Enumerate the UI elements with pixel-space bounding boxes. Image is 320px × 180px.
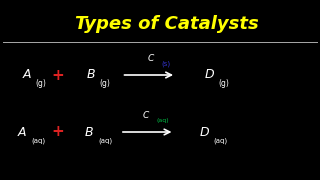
Text: B: B (86, 69, 95, 82)
Text: +: + (51, 125, 64, 140)
Text: D: D (200, 125, 210, 138)
Text: (aq): (aq) (98, 138, 112, 144)
Text: +: + (51, 68, 64, 82)
Text: (aq): (aq) (31, 138, 45, 144)
Text: (g): (g) (36, 79, 47, 88)
Text: Types of Catalysts: Types of Catalysts (75, 15, 258, 33)
Text: (s): (s) (162, 60, 171, 67)
Text: A: A (18, 125, 26, 138)
Text: B: B (85, 125, 93, 138)
Text: C: C (147, 54, 154, 63)
Text: (aq): (aq) (157, 118, 169, 123)
Text: (g): (g) (100, 79, 111, 88)
Text: D: D (205, 69, 214, 82)
Text: A: A (22, 69, 31, 82)
Text: (aq): (aq) (213, 138, 228, 144)
Text: (g): (g) (218, 79, 229, 88)
Text: C: C (142, 111, 149, 120)
